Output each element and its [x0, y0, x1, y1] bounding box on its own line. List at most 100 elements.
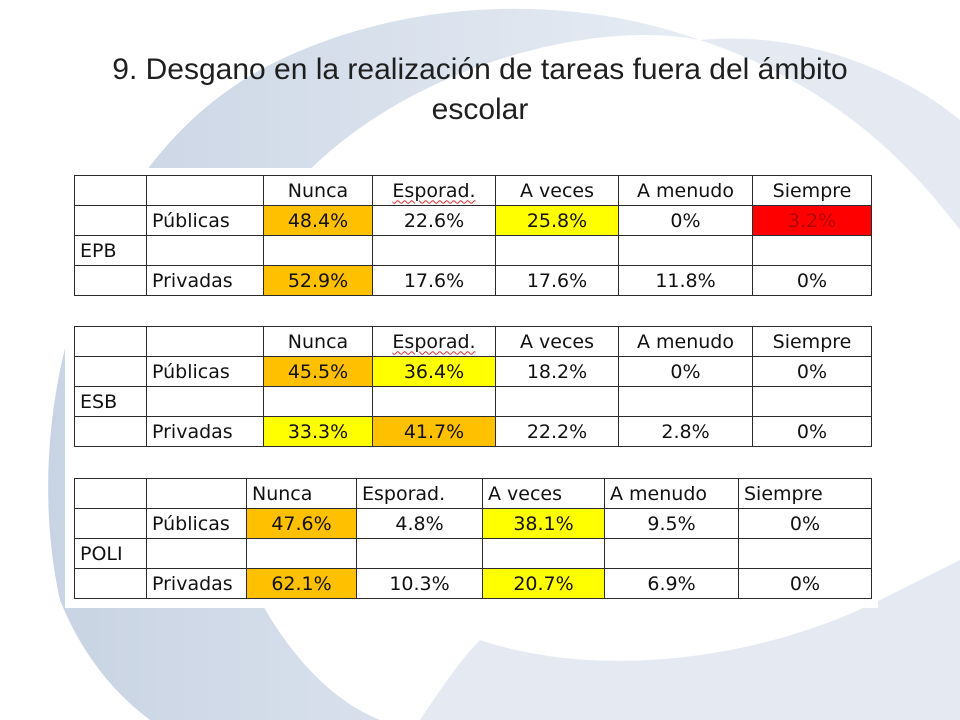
- value-cell: 62.1%: [246, 568, 357, 599]
- row-label-privadas: Privadas: [146, 265, 264, 296]
- value-cell: 0%: [618, 205, 753, 236]
- value-cell: 33.3%: [263, 416, 373, 447]
- table-poli: Nunca Esporad. A veces A menudo Siempre …: [74, 478, 872, 599]
- value-cell: 3.2%: [752, 205, 872, 236]
- value-cell: 20.7%: [482, 568, 605, 599]
- table-row-level: POLI: [74, 538, 872, 569]
- level-label: EPB: [74, 235, 147, 266]
- header-nunca: Nunca: [263, 175, 373, 206]
- header-a-veces: A veces: [495, 326, 619, 357]
- empty-cell: [74, 416, 147, 447]
- header-esporad: Esporad.: [356, 478, 483, 509]
- empty-cell: [74, 205, 147, 236]
- empty-cell: [372, 235, 496, 266]
- value-cell: 4.8%: [356, 508, 483, 539]
- empty-cell: [146, 326, 264, 357]
- value-cell: 41.7%: [372, 416, 496, 447]
- empty-cell: [604, 538, 739, 569]
- value-cell: 48.4%: [263, 205, 373, 236]
- value-cell: 18.2%: [495, 356, 619, 387]
- row-label-publicas: Públicas: [146, 205, 264, 236]
- header-a-menudo: A menudo: [618, 175, 753, 206]
- empty-cell: [74, 265, 147, 296]
- value-cell: 11.8%: [618, 265, 753, 296]
- table-esb: Nunca Esporad. A veces A menudo Siempre …: [74, 326, 872, 447]
- row-label-publicas: Públicas: [146, 356, 264, 387]
- level-label: POLI: [74, 538, 147, 569]
- empty-cell: [74, 356, 147, 387]
- empty-cell: [146, 175, 264, 206]
- empty-cell: [482, 538, 605, 569]
- value-cell: 22.2%: [495, 416, 619, 447]
- empty-cell: [146, 538, 247, 569]
- value-cell: 17.6%: [495, 265, 619, 296]
- empty-cell: [618, 386, 753, 417]
- value-cell: 0%: [618, 356, 753, 387]
- empty-cell: [74, 326, 147, 357]
- table-row-header: Nunca Esporad. A veces A menudo Siempre: [74, 175, 872, 206]
- empty-cell: [356, 538, 483, 569]
- value-cell: 22.6%: [372, 205, 496, 236]
- header-siempre: Siempre: [738, 478, 872, 509]
- title-line-2: escolar: [431, 93, 529, 126]
- empty-cell: [146, 386, 264, 417]
- table-epb: Nunca Esporad. A veces A menudo Siempre …: [74, 175, 872, 296]
- value-cell: 17.6%: [372, 265, 496, 296]
- empty-cell: [495, 386, 619, 417]
- empty-cell: [263, 235, 373, 266]
- empty-cell: [618, 235, 753, 266]
- empty-cell: [146, 235, 264, 266]
- level-label: ESB: [74, 386, 147, 417]
- row-label-publicas: Públicas: [146, 508, 247, 539]
- value-cell: 0%: [752, 356, 872, 387]
- header-a-veces: A veces: [495, 175, 619, 206]
- empty-cell: [74, 568, 147, 599]
- table-row-level: EPB: [74, 235, 872, 266]
- row-label-privadas: Privadas: [146, 416, 264, 447]
- table-row-publicas: Públicas 47.6% 4.8% 38.1% 9.5% 0%: [74, 508, 872, 539]
- table-row-publicas: Públicas 45.5% 36.4% 18.2% 0% 0%: [74, 356, 872, 387]
- empty-cell: [752, 235, 872, 266]
- value-cell: 38.1%: [482, 508, 605, 539]
- header-esporad: Esporad.: [372, 175, 496, 206]
- header-a-menudo: A menudo: [604, 478, 739, 509]
- table-row-publicas: Públicas 48.4% 22.6% 25.8% 0% 3.2%: [74, 205, 872, 236]
- header-siempre: Siempre: [752, 175, 872, 206]
- value-cell: 6.9%: [604, 568, 739, 599]
- header-siempre: Siempre: [752, 326, 872, 357]
- value-cell: 10.3%: [356, 568, 483, 599]
- empty-cell: [263, 386, 373, 417]
- value-cell: 47.6%: [246, 508, 357, 539]
- header-nunca: Nunca: [263, 326, 373, 357]
- table-row-level: ESB: [74, 386, 872, 417]
- table-row-header: Nunca Esporad. A veces A menudo Siempre: [74, 478, 872, 509]
- empty-cell: [74, 175, 147, 206]
- empty-cell: [738, 538, 872, 569]
- value-cell: 25.8%: [495, 205, 619, 236]
- empty-cell: [495, 235, 619, 266]
- value-cell: 0%: [752, 265, 872, 296]
- empty-cell: [246, 538, 357, 569]
- header-a-menudo: A menudo: [618, 326, 753, 357]
- header-nunca: Nunca: [246, 478, 357, 509]
- value-cell: 0%: [738, 568, 872, 599]
- value-cell: 45.5%: [263, 356, 373, 387]
- empty-cell: [74, 478, 147, 509]
- value-cell: 52.9%: [263, 265, 373, 296]
- empty-cell: [372, 386, 496, 417]
- title-line-1: 9. Desgano en la realización de tareas f…: [112, 53, 848, 86]
- empty-cell: [146, 478, 247, 509]
- table-row-header: Nunca Esporad. A veces A menudo Siempre: [74, 326, 872, 357]
- row-label-privadas: Privadas: [146, 568, 247, 599]
- value-cell: 2.8%: [618, 416, 753, 447]
- slide-title: 9. Desgano en la realización de tareas f…: [40, 50, 920, 130]
- value-cell: 0%: [752, 416, 872, 447]
- value-cell: 36.4%: [372, 356, 496, 387]
- table-row-privadas: Privadas 33.3% 41.7% 22.2% 2.8% 0%: [74, 416, 872, 447]
- empty-cell: [74, 508, 147, 539]
- table-row-privadas: Privadas 52.9% 17.6% 17.6% 11.8% 0%: [74, 265, 872, 296]
- empty-cell: [752, 386, 872, 417]
- value-cell: 0%: [738, 508, 872, 539]
- table-row-privadas: Privadas 62.1% 10.3% 20.7% 6.9% 0%: [74, 568, 872, 599]
- header-esporad: Esporad.: [372, 326, 496, 357]
